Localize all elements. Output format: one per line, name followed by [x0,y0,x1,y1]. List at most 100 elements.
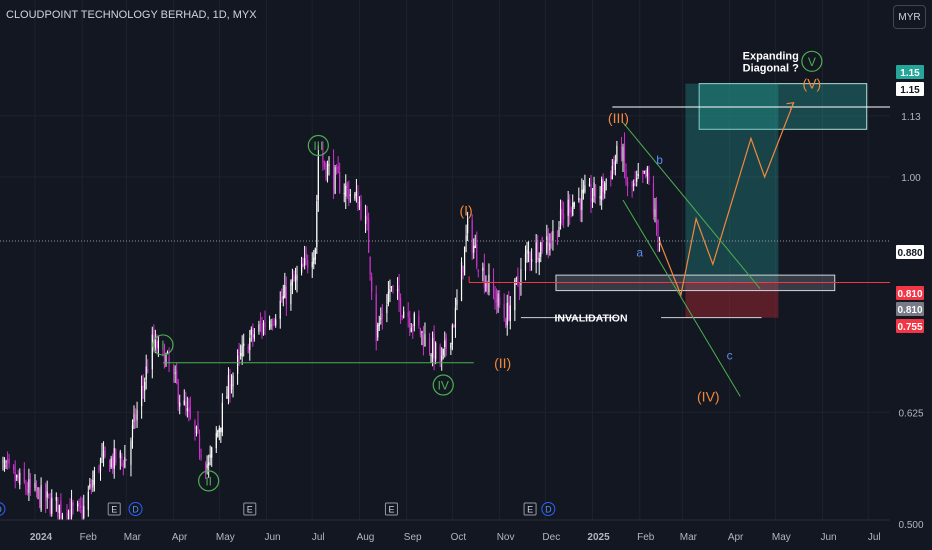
symbol-title[interactable]: CLOUDPOINT TECHNOLOGY BERHAD, 1D, MYX [6,9,257,21]
candle-body [124,457,126,468]
invalidation-label: INVALIDATION [554,313,627,325]
candle-body [290,282,292,305]
candle-body [419,327,421,335]
candle-body [471,220,473,254]
candle-body [422,335,425,347]
candle-body [188,408,190,412]
wave-label-(III): (III) [608,110,629,126]
candle-body [611,165,613,180]
candle-body [541,237,543,251]
candle-body [369,256,371,275]
candle-body [232,375,234,387]
candle-body [136,409,138,420]
candle-body [366,214,368,221]
candle-body [573,202,575,207]
candle-body [336,167,338,169]
candle-body [360,200,362,220]
candle-body [527,251,530,254]
candle-body [614,160,616,170]
candle-body [517,275,519,284]
candle-body [317,156,319,200]
candle-body [354,194,356,199]
candle-body [101,454,103,456]
candle-body [163,348,166,369]
wave-label-(I): (I) [459,203,472,219]
candle-body [241,345,243,357]
candle-body [121,455,123,459]
candle-body [497,293,499,307]
candle-body [409,317,411,329]
candle-body [509,305,511,322]
candle-body [2,461,4,463]
wave-labels: IIIIIIIVV(I)(II)(III)(IV)(V)abcExpanding… [152,50,823,492]
candle-body [547,233,549,246]
candle-body [465,235,467,242]
wave-label-b: b [656,153,663,167]
candle-body [226,395,228,399]
time-label: Oct [451,532,467,543]
candle-body [616,145,618,162]
candle-body [314,248,316,260]
candle-body [518,287,521,289]
candle-body [48,493,50,496]
candle-body [435,343,437,360]
drawings [0,101,890,397]
candle-body [325,162,327,178]
candle-body [25,484,27,490]
candle-body [240,353,242,356]
candle-body [483,264,485,289]
candle-body [215,432,217,449]
candle-body [485,283,487,292]
candle-body [530,259,533,262]
candle-body [133,413,135,422]
candle-body [5,461,7,463]
projection-arrowhead [786,101,795,110]
candle-body [151,334,153,370]
candle-body [337,165,339,174]
candle-body [142,386,144,388]
candle-body [444,340,446,347]
candle-body [198,435,201,453]
candle-body [168,357,170,365]
currency-button[interactable]: MYR [893,5,926,29]
candle-body [477,269,479,272]
candle-body [206,464,208,469]
time-label: Jul [312,532,325,543]
candle-body [622,147,624,161]
candle-body [520,269,522,285]
candle-body [229,378,231,394]
price-tick: 1.13 [901,112,921,123]
price-tick: 1.00 [901,173,921,184]
candle-body [173,368,175,374]
candle-body [13,465,15,470]
candle-body [407,312,409,318]
candle-body [401,315,403,317]
long-position-loss[interactable] [685,282,779,318]
candle-body [197,422,199,431]
candle-body [236,355,239,374]
candle-body [334,167,336,194]
candle-body [205,462,207,472]
candle-body [185,401,187,408]
candle-body [179,402,181,407]
time-label: Mar [680,532,698,543]
candle-body [556,230,559,240]
candle-body [567,199,569,216]
candle-body [559,209,562,224]
candle-body [339,172,341,193]
candle-body [602,178,604,192]
candle-body [57,497,59,518]
candle-body [499,297,501,305]
candle-body [473,246,475,253]
candle-body [346,183,348,188]
candle-body [605,179,607,181]
candle-body [433,333,435,362]
long-position-profit[interactable] [685,83,779,283]
candle-body [387,292,390,304]
wave-circle-III [307,134,329,157]
candle-body [230,384,233,390]
candle-body [247,346,249,354]
candle-body [78,502,80,504]
candle-body [526,249,528,254]
